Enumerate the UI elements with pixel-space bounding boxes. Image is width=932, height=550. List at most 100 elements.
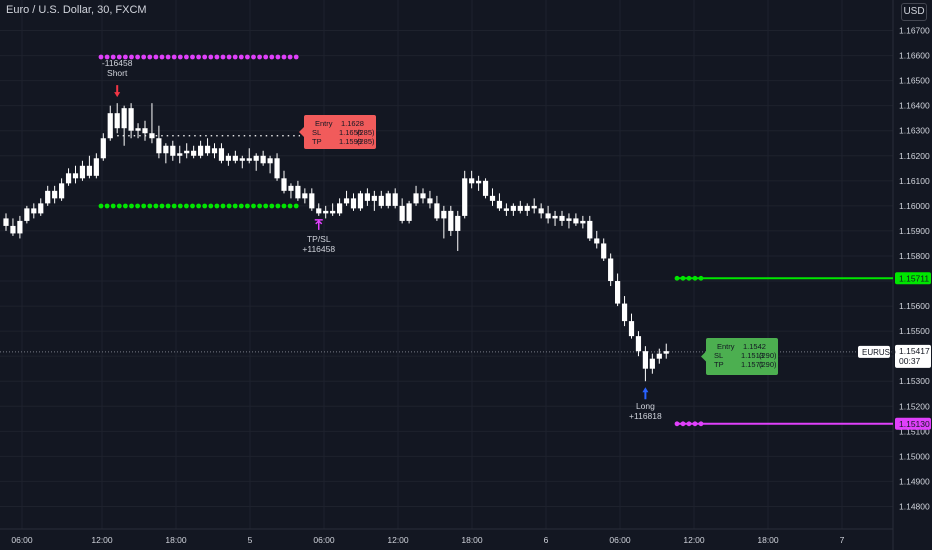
candle-body[interactable] [149,133,155,139]
candle-body[interactable] [72,173,79,179]
candle-body[interactable] [239,158,245,161]
candle-body[interactable] [427,198,433,204]
candle-body[interactable] [253,155,259,161]
candle-body[interactable] [371,195,377,201]
candle-body[interactable] [343,198,350,204]
candle-body[interactable] [198,145,204,156]
candle-body[interactable] [288,185,294,191]
candle-body[interactable] [45,190,51,204]
candle-body[interactable] [17,220,23,234]
candle-body[interactable] [177,153,183,156]
candle-body[interactable] [455,215,461,231]
candle-body[interactable] [524,205,530,211]
candle-body[interactable] [406,203,412,221]
candle-body[interactable] [462,178,468,216]
candle-body[interactable] [399,205,405,221]
candle-body[interactable] [434,203,440,219]
candle-body[interactable] [531,205,537,209]
candle-body[interactable] [59,183,65,199]
candle-body[interactable] [79,165,86,179]
candle-body[interactable] [587,220,593,239]
candle-body[interactable] [615,281,621,304]
candle-body[interactable] [267,158,273,164]
candle-body[interactable] [31,208,37,214]
candle-body[interactable] [52,190,58,199]
candle-body[interactable] [628,321,635,337]
candle-body[interactable] [496,200,503,209]
candle-body[interactable] [274,158,280,179]
candle-body[interactable] [156,138,162,154]
candle-body[interactable] [204,145,211,154]
candle-body[interactable] [545,213,551,219]
candle-body[interactable] [65,173,72,184]
candle-body[interactable] [594,238,600,244]
candle-body[interactable] [218,148,225,161]
candle-body[interactable] [100,138,106,159]
candle-body[interactable] [656,353,662,359]
candle-body[interactable] [337,203,343,214]
candle-body[interactable] [163,145,169,154]
candle-body[interactable] [246,158,252,161]
candle-body[interactable] [3,218,9,226]
candle-body[interactable] [302,193,308,199]
candle-body[interactable] [114,113,120,129]
candle-body[interactable] [232,155,238,161]
candle-body[interactable] [378,195,384,206]
candle-body[interactable] [441,210,447,219]
candle-body[interactable] [552,215,558,219]
candle-body[interactable] [559,215,565,221]
candle-body[interactable] [621,303,628,322]
candle-body[interactable] [295,185,301,199]
candle-body[interactable] [128,108,134,131]
candle-body[interactable] [364,193,370,201]
candle-body[interactable] [448,210,454,231]
candle-body[interactable] [510,205,516,211]
candle-body[interactable] [649,358,655,369]
candle-body[interactable] [469,178,475,184]
candle-body[interactable] [642,351,648,369]
candle-body[interactable] [663,351,669,354]
candle-body[interactable] [601,243,607,259]
candle-body[interactable] [350,198,357,209]
candle-body[interactable] [413,193,419,204]
candle-body[interactable] [184,150,190,154]
candle-body[interactable] [211,148,218,154]
candle-body[interactable] [608,258,614,282]
candle-body[interactable] [309,193,315,209]
candle-body[interactable] [503,208,509,211]
candle-body[interactable] [170,145,176,156]
candle-body[interactable] [93,158,99,176]
candle-body[interactable] [357,193,364,209]
candle-body[interactable] [121,108,127,129]
candle-body[interactable] [86,165,92,176]
candle-body[interactable] [476,180,482,184]
candle-body[interactable] [10,225,16,234]
candle-body[interactable] [135,128,141,131]
candle-body[interactable] [142,128,148,134]
candle-body[interactable] [482,180,489,196]
candle-body[interactable] [107,113,113,139]
candle-body[interactable] [538,208,544,214]
candle-body[interactable] [260,155,266,164]
candle-body[interactable] [580,220,586,224]
candle-body[interactable] [635,336,642,352]
long-info-box[interactable]: Entry 1.1542 SL 1.1513(290) TP 1.1571(290) [701,338,778,375]
candle-body[interactable] [281,178,287,191]
candle-body[interactable] [38,203,44,214]
candle-body[interactable] [489,195,496,201]
short-info-box[interactable]: Entry 1.1628 SL 1.1656(285) TP 1.1599(285) [299,115,376,149]
candle-body[interactable] [517,205,523,211]
candle-body[interactable] [385,193,391,206]
candle-body[interactable] [392,193,398,206]
candle-body[interactable] [573,218,579,224]
candle-body[interactable] [420,193,426,199]
candle-body[interactable] [24,208,30,221]
currency-button[interactable]: USD [901,3,927,21]
candle-body[interactable] [323,210,329,214]
candle-body[interactable] [566,218,572,221]
candle-body[interactable] [225,155,231,161]
candle-body[interactable] [191,150,197,156]
candle-body[interactable] [316,208,322,214]
candle-body[interactable] [330,210,336,214]
